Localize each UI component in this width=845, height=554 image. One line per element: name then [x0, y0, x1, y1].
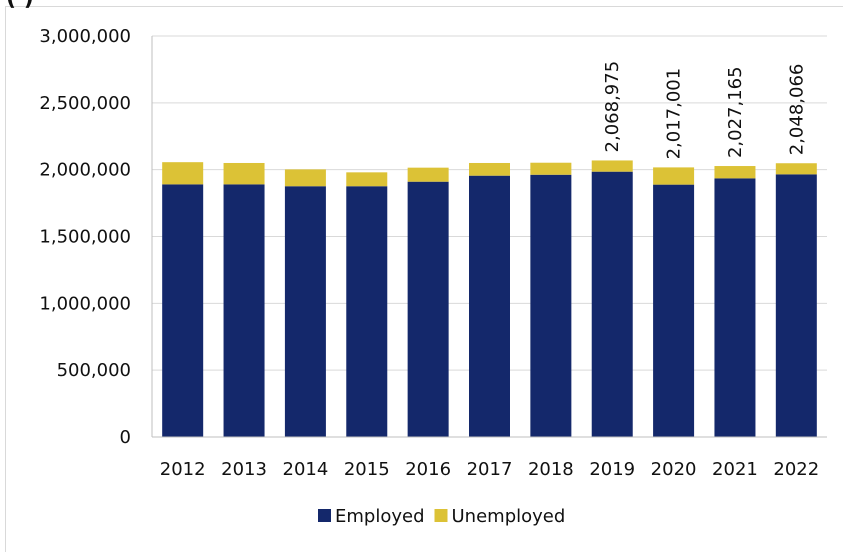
bar-employed-2021 — [714, 178, 756, 438]
y-tick-label: 0 — [120, 427, 131, 448]
legend-label-unemployed: Unemployed — [452, 506, 566, 527]
y-tick-label: 2,500,000 — [39, 93, 131, 114]
bar-unemployed-2015 — [346, 172, 388, 187]
bar-unemployed-2019 — [591, 160, 633, 172]
data-label: 2,017,001 — [664, 68, 685, 160]
x-tick-label: 2013 — [221, 459, 267, 480]
bar-unemployed-2020 — [653, 167, 695, 185]
y-tick-label: 1,500,000 — [39, 227, 131, 248]
bar-unemployed-2017 — [469, 162, 510, 176]
bar-unemployed-2014 — [284, 169, 326, 187]
y-tick-label: 3,000,000 — [39, 26, 131, 47]
x-tick-label: 2012 — [160, 459, 206, 480]
y-tick-label: 500,000 — [57, 360, 131, 381]
bar-employed-2022 — [775, 174, 817, 437]
x-tick-label: 2015 — [344, 459, 390, 480]
bar-employed-2019 — [591, 171, 633, 437]
bars — [162, 160, 817, 438]
bar-employed-2015 — [346, 186, 388, 437]
bar-unemployed-2018 — [530, 162, 572, 175]
x-tick-label: 2016 — [405, 459, 451, 480]
y-tick-label: 1,000,000 — [39, 293, 131, 314]
x-tick-label: 2020 — [651, 459, 697, 480]
x-tick-label: 2021 — [712, 459, 758, 480]
bar-unemployed-2021 — [714, 166, 756, 179]
legend: Employed Unemployed — [318, 506, 565, 527]
bar-unemployed-2013 — [223, 162, 265, 185]
x-tick-label: 2019 — [589, 459, 635, 480]
x-tick-label: 2022 — [773, 459, 819, 480]
x-tick-label: 2018 — [528, 459, 574, 480]
legend-swatch-employed — [318, 509, 331, 522]
bar-employed-2020 — [653, 184, 695, 437]
bar-employed-2017 — [469, 175, 510, 437]
x-tick-label: 2017 — [467, 459, 513, 480]
y-tick-label: 2,000,000 — [39, 160, 131, 181]
data-label: 2,068,975 — [602, 61, 623, 153]
legend-label-employed: Employed — [335, 506, 425, 527]
bar-employed-2018 — [530, 174, 572, 437]
bar-unemployed-2016 — [407, 167, 449, 182]
x-tick-label: 2014 — [283, 459, 329, 480]
bar-employed-2016 — [407, 181, 449, 437]
data-label: 2,048,066 — [786, 64, 807, 156]
y-axis: 0 500,000 1,000,000 1,500,000 2,000,000 2,500… — [39, 26, 153, 448]
legend-swatch-unemployed — [434, 509, 448, 522]
bar-employed-2014 — [284, 186, 326, 437]
bar-unemployed-2022 — [775, 163, 817, 175]
chart-title-fragment: ( ) — [6, 0, 34, 11]
chart-frame — [5, 6, 843, 552]
x-axis: 2012 2013 2014 2015 2016 2017 2018 2019 2020 2021… — [152, 436, 827, 480]
bar-unemployed-2012 — [162, 162, 204, 185]
data-labels: 2,068,975 2,017,001 2,027,165 2,048,066 — [602, 61, 807, 160]
data-label: 2,027,165 — [725, 66, 746, 158]
bar-employed-2013 — [223, 184, 265, 437]
bar-employed-2012 — [162, 184, 204, 437]
